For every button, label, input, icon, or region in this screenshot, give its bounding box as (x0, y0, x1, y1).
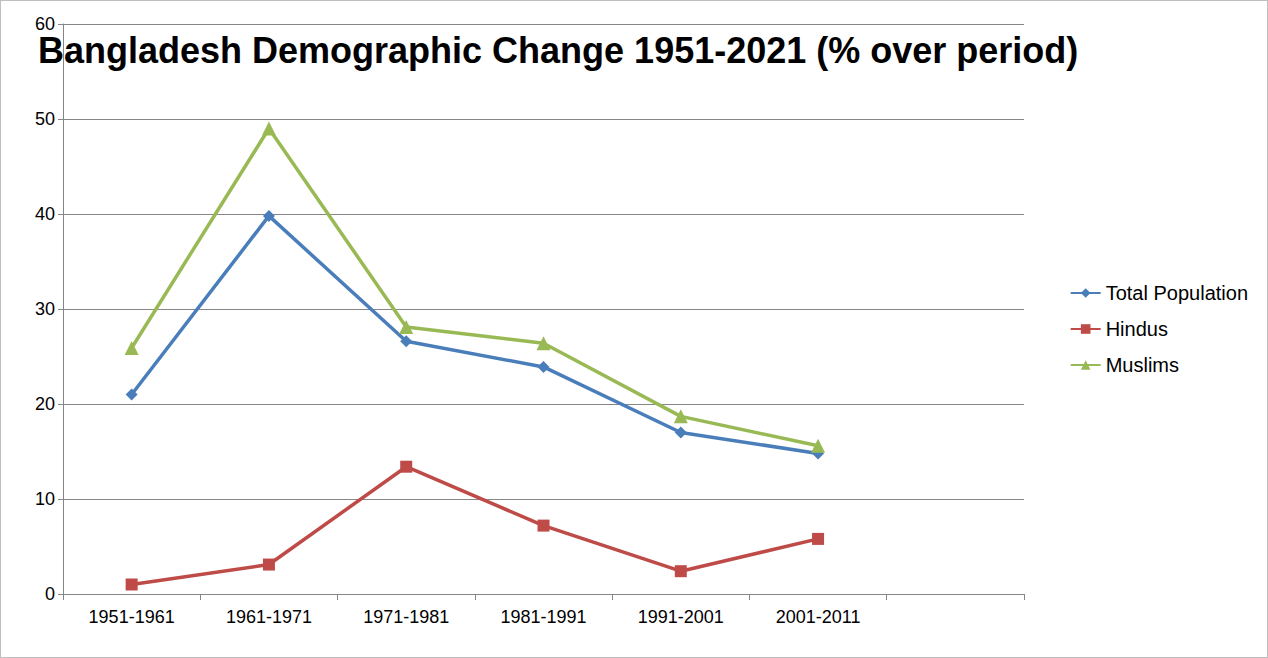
svg-text:1961-1971: 1961-1971 (226, 607, 312, 627)
svg-text:40: 40 (35, 204, 55, 224)
svg-text:2001-2011: 2001-2011 (776, 607, 861, 627)
svg-text:30: 30 (35, 299, 55, 319)
svg-text:50: 50 (35, 109, 55, 129)
svg-text:1991-2001: 1991-2001 (638, 607, 724, 627)
svg-text:Bangladesh Demographic Change: Bangladesh Demographic Change 1951-2021 … (38, 30, 1078, 71)
svg-text:1951-1961: 1951-1961 (89, 607, 175, 627)
svg-text:60: 60 (35, 14, 55, 34)
svg-text:20: 20 (35, 394, 55, 414)
svg-text:1971-1981: 1971-1981 (363, 607, 449, 627)
svg-text:0: 0 (45, 584, 55, 604)
svg-text:Total Population: Total Population (1106, 282, 1248, 304)
svg-text:Hindus: Hindus (1106, 318, 1168, 340)
svg-text:10: 10 (35, 489, 55, 509)
svg-text:1981-1991: 1981-1991 (500, 607, 586, 627)
svg-text:Muslims: Muslims (1106, 354, 1179, 376)
